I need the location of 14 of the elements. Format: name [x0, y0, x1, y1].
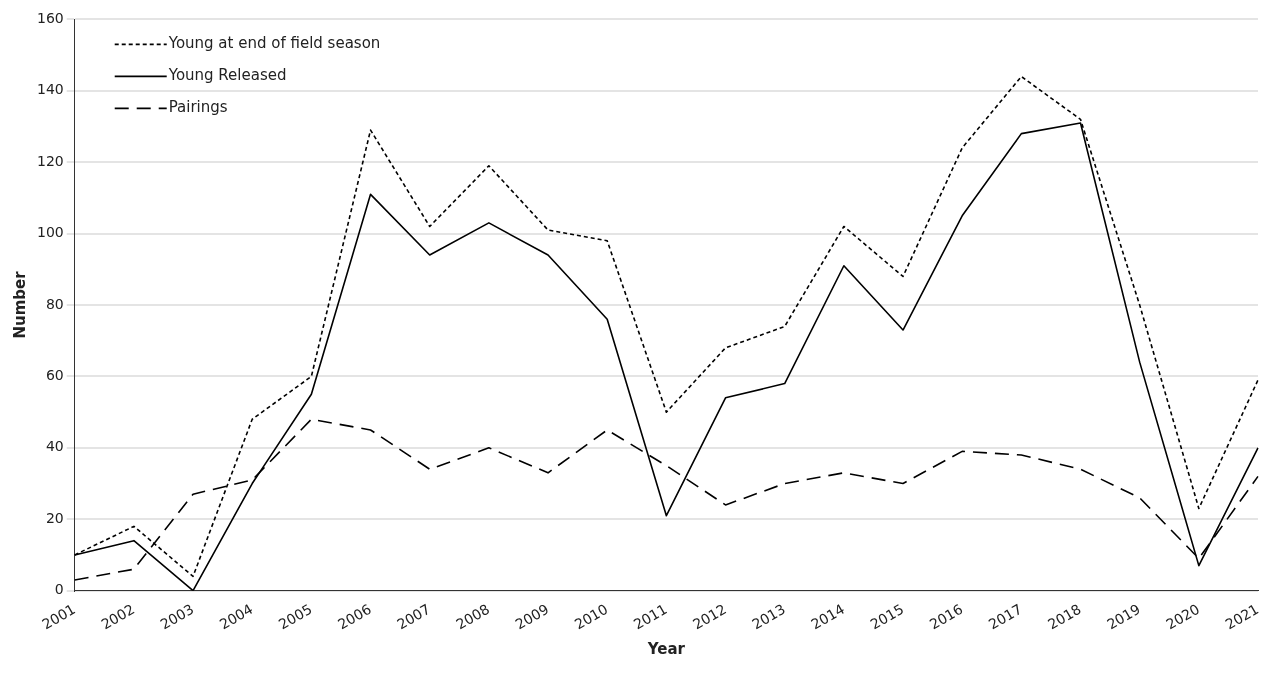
y-tick-label: 140	[36, 81, 64, 98]
y-tick-label: 20	[45, 509, 64, 526]
y-tick-label: 160	[36, 10, 64, 27]
y-tick-label: 0	[54, 581, 64, 598]
y-tick-label: 120	[36, 152, 64, 169]
y-tick-label: 80	[45, 295, 64, 312]
y-axis-title: Number	[10, 270, 29, 339]
legend-label: Pairings	[168, 98, 228, 117]
legend-label: Young Released	[167, 66, 287, 85]
y-tick-label: 40	[45, 438, 64, 455]
y-tick-label: 100	[36, 224, 64, 241]
legend-label: Young at end of field season	[167, 34, 381, 53]
y-tick-label: 60	[45, 367, 64, 384]
x-axis-title: Year	[646, 639, 686, 658]
